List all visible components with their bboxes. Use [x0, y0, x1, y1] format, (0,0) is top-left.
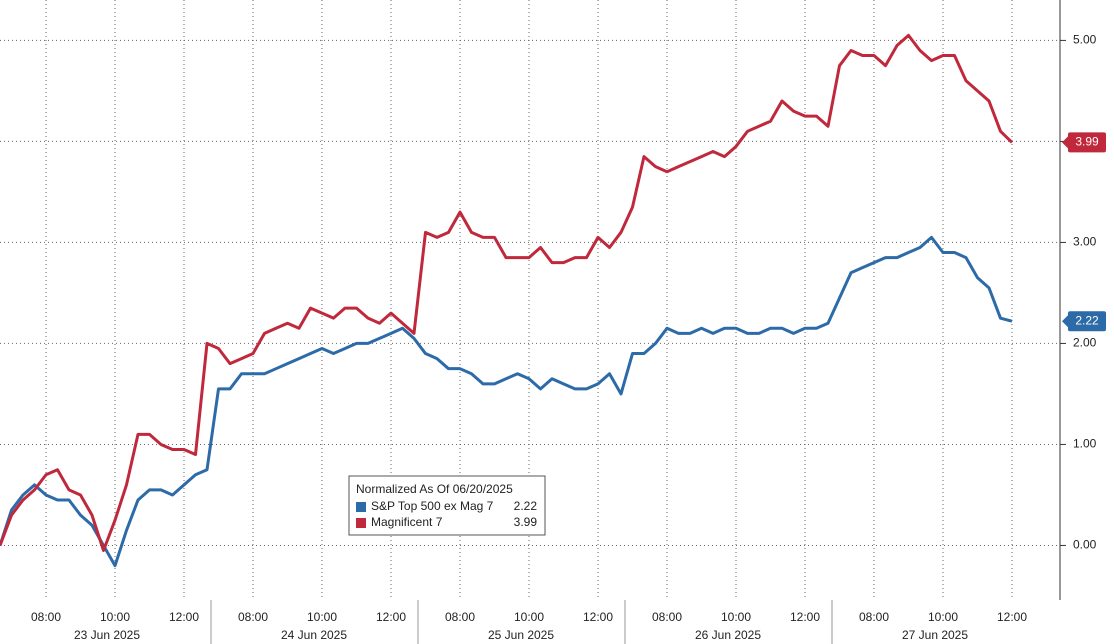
legend-label: S&P Top 500 ex Mag 7	[371, 499, 494, 513]
day-label: 24 Jun 2025	[281, 628, 347, 642]
legend-label: Magnificent 7	[371, 515, 443, 529]
legend-box	[348, 475, 546, 536]
last-value-box	[1068, 132, 1106, 153]
x-tick-label: 12:00	[169, 610, 199, 624]
x-tick-label: 10:00	[721, 610, 751, 624]
x-tick-label: 10:00	[307, 610, 337, 624]
x-tick-label: 08:00	[445, 610, 475, 624]
legend-swatch	[356, 518, 366, 528]
x-tick-label: 12:00	[790, 610, 820, 624]
last-value-pointer	[1062, 136, 1068, 149]
series-line	[0, 235, 1013, 568]
x-tick-label: 12:00	[376, 610, 406, 624]
series-line	[0, 33, 1014, 553]
legend-value: 3.99	[514, 515, 538, 529]
last-value-box	[1068, 311, 1106, 332]
x-tick-label: 08:00	[238, 610, 268, 624]
day-label: 26 Jun 2025	[695, 628, 761, 642]
legend-swatch	[356, 502, 366, 512]
y-tick-label: 2.00	[1073, 336, 1097, 350]
x-tick-label: 10:00	[514, 610, 544, 624]
y-tick-label: 3.00	[1073, 235, 1097, 249]
last-value-label: 3.99	[1075, 135, 1099, 149]
last-value-pointer	[1062, 315, 1068, 328]
day-label: 27 Jun 2025	[902, 628, 968, 642]
x-tick-label: 10:00	[928, 610, 958, 624]
legend-value: 2.22	[514, 499, 538, 513]
y-tick-label: 0.00	[1073, 538, 1097, 552]
y-tick-label: 5.00	[1073, 33, 1097, 47]
last-value-label: 2.22	[1075, 313, 1099, 327]
day-label: 23 Jun 2025	[74, 628, 140, 642]
x-tick-label: 08:00	[652, 610, 682, 624]
day-label: 25 Jun 2025	[488, 628, 554, 642]
x-tick-label: 12:00	[583, 610, 613, 624]
x-tick-label: 12:00	[997, 610, 1027, 624]
x-tick-label: 10:00	[100, 610, 130, 624]
x-tick-label: 08:00	[31, 610, 61, 624]
x-tick-label: 08:00	[859, 610, 889, 624]
y-tick-label: 1.00	[1073, 437, 1097, 451]
legend-title: Normalized As Of 06/20/2025	[356, 482, 513, 496]
